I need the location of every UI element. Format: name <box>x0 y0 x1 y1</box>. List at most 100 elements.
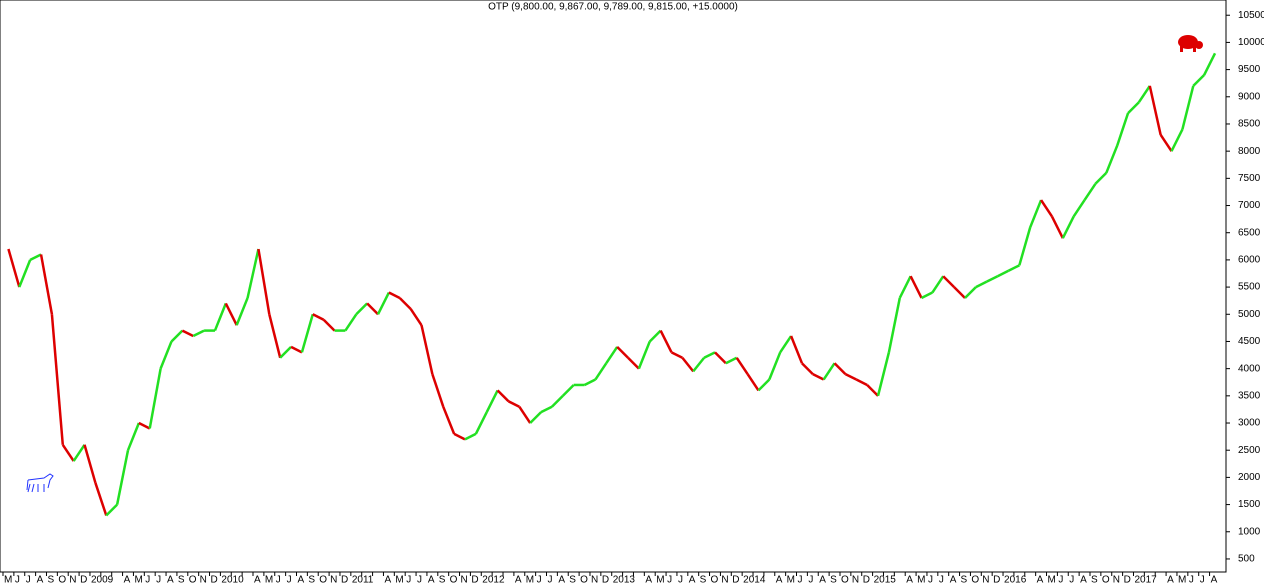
x-tick-label: 2017 <box>1134 575 1157 586</box>
x-tick-label: J <box>276 575 281 586</box>
price-segment <box>409 308 423 326</box>
price-segment <box>290 345 303 354</box>
price-segment <box>986 275 999 283</box>
price-segment <box>594 362 608 381</box>
x-tick-label: D <box>863 575 870 586</box>
x-tick-label: A <box>1167 575 1174 586</box>
x-tick-label: A <box>776 575 783 586</box>
price-segment <box>648 329 662 343</box>
x-tick-label: D <box>471 575 478 586</box>
y-tick-label: 2500 <box>1238 445 1261 456</box>
price-segment <box>1159 134 1173 152</box>
x-tick-label: D <box>341 575 348 586</box>
x-tick-label: 2011 <box>352 575 374 586</box>
chart-title: OTP (9,800.00, 9,867.00, 9,789.00, 9,815… <box>488 2 738 13</box>
x-tick-label: J <box>26 575 31 586</box>
x-tick-label: A <box>428 575 435 586</box>
price-segment <box>279 346 292 359</box>
price-segment <box>692 356 706 373</box>
price-segment <box>170 329 184 343</box>
price-segment <box>322 318 336 332</box>
x-tick-label: J <box>798 575 803 586</box>
x-tick-label: M <box>395 575 403 586</box>
price-segment <box>115 449 130 505</box>
y-tick-label: 9500 <box>1238 64 1261 75</box>
price-segment <box>1115 112 1130 147</box>
x-tick-label: 2009 <box>91 575 114 586</box>
x-tick-label: N <box>982 575 989 586</box>
x-tick-label: D <box>993 575 1000 586</box>
price-segment <box>714 351 727 365</box>
x-tick-label: A <box>37 575 44 586</box>
price-segment <box>768 351 782 380</box>
x-tick-label: 2010 <box>221 575 244 586</box>
price-segment <box>789 335 804 364</box>
price-segment <box>105 503 119 517</box>
x-tick-label: 2016 <box>1004 575 1027 586</box>
price-segment <box>1083 183 1097 201</box>
x-tick-label: J <box>1069 575 1074 586</box>
x-tick-label: J <box>1189 575 1194 586</box>
x-tick-label: J <box>145 575 150 586</box>
price-segment <box>474 411 488 435</box>
price-segment <box>1029 199 1043 228</box>
x-tick-label: A <box>819 575 826 586</box>
x-tick-label: 2013 <box>613 575 636 586</box>
x-tick-label: D <box>211 575 218 586</box>
price-segment <box>1105 145 1119 174</box>
price-segment <box>583 378 596 387</box>
x-tick-label: O <box>319 575 327 586</box>
price-segment <box>866 384 879 397</box>
x-tick-label: M <box>656 575 664 586</box>
price-segment <box>126 422 141 451</box>
x-tick-label: M <box>4 575 12 586</box>
x-tick-label: J <box>667 575 672 586</box>
x-tick-label: S <box>569 575 576 586</box>
y-tick-label: 1500 <box>1238 499 1261 510</box>
x-tick-label: N <box>852 575 859 586</box>
x-tick-label: 2015 <box>874 575 897 586</box>
y-tick-label: 1000 <box>1238 526 1261 537</box>
price-segment <box>735 357 749 375</box>
x-tick-label: O <box>450 575 458 586</box>
y-tick-label: 10000 <box>1238 37 1264 48</box>
price-segment <box>703 351 716 359</box>
x-tick-label: D <box>1124 575 1131 586</box>
x-tick-label: N <box>721 575 728 586</box>
x-tick-label: A <box>254 575 261 586</box>
y-tick-label: 7500 <box>1238 173 1261 184</box>
x-tick-label: J <box>548 575 553 586</box>
x-tick-label: O <box>580 575 588 586</box>
x-tick-label: M <box>1048 575 1056 586</box>
y-tick-label: 10500 <box>1238 10 1264 21</box>
y-tick-label: 3500 <box>1238 390 1261 401</box>
x-tick-label: A <box>515 575 522 586</box>
price-segment <box>398 297 412 310</box>
x-tick-label: A <box>1211 575 1218 586</box>
price-segment <box>605 346 619 364</box>
x-tick-label: S <box>439 575 446 586</box>
x-tick-label: D <box>602 575 609 586</box>
y-tick-label: 500 <box>1238 554 1255 565</box>
price-segment <box>1094 172 1108 185</box>
price-segment <box>931 275 945 294</box>
x-tick-label: A <box>384 575 391 586</box>
x-tick-label: O <box>711 575 719 586</box>
x-tick-label: J <box>287 575 292 586</box>
x-tick-label: N <box>591 575 598 586</box>
price-segment <box>213 302 227 332</box>
x-tick-label: J <box>1200 575 1205 586</box>
price-segment <box>518 406 532 424</box>
price-segment <box>496 389 510 403</box>
price-segment <box>453 432 466 441</box>
price-segment <box>757 378 771 392</box>
x-tick-label: D <box>732 575 739 586</box>
x-tick-label: 2014 <box>743 575 766 586</box>
x-tick-label: A <box>124 575 131 586</box>
x-tick-label: J <box>156 575 161 586</box>
price-segment <box>235 297 249 326</box>
x-tick-label: M <box>265 575 273 586</box>
y-tick-label: 5500 <box>1238 282 1261 293</box>
price-segment <box>61 444 75 462</box>
